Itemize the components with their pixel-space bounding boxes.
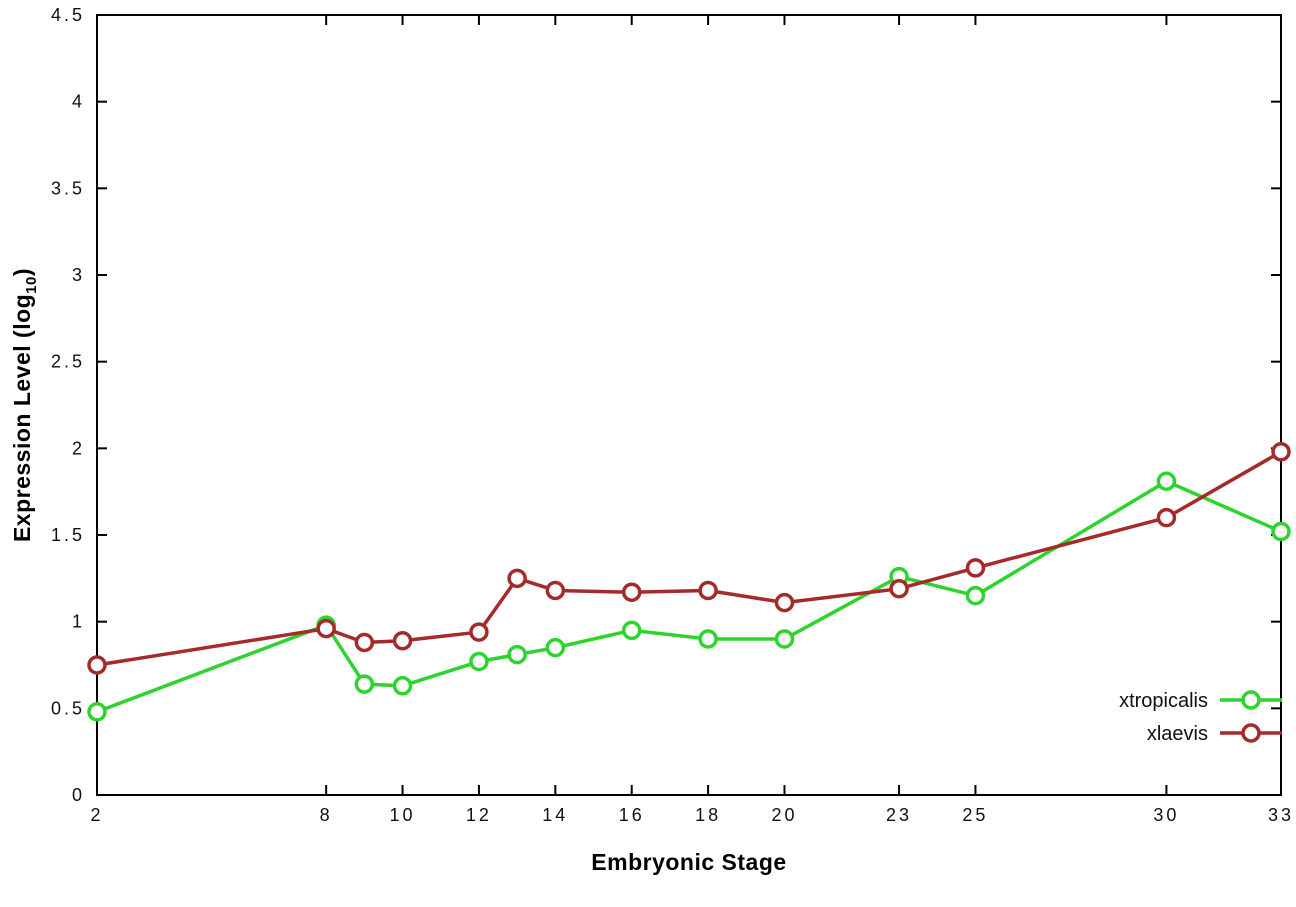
data-point xyxy=(545,580,566,601)
data-point xyxy=(354,674,375,694)
data-point xyxy=(1156,507,1177,528)
legend-marker xyxy=(1241,723,1261,743)
y-tick-label: 0 xyxy=(72,785,85,805)
legend: xtropicalis xlaevis xyxy=(1119,690,1282,745)
x-tick-label: 23 xyxy=(886,805,912,825)
data-point xyxy=(545,637,566,658)
y-axis-title: Expression Level (log10) xyxy=(9,268,40,542)
data-point xyxy=(774,592,795,613)
legend-item-xtropicalis: xtropicalis xyxy=(1119,690,1282,712)
data-point xyxy=(469,622,489,642)
x-tick-label: 8 xyxy=(320,805,333,825)
x-tick-label: 20 xyxy=(771,805,797,825)
y-axis-title-sub: 10 xyxy=(23,276,40,294)
data-point xyxy=(507,568,527,589)
y-tick-label: 2 xyxy=(72,438,85,458)
legend-label: xlaevis xyxy=(1147,723,1208,745)
y-tick-label: 2.5 xyxy=(51,352,85,372)
y-tick-label: 3 xyxy=(72,265,85,285)
legend-marker xyxy=(1241,690,1261,710)
x-tick-label: 18 xyxy=(695,805,721,825)
data-point xyxy=(392,676,413,696)
data-point xyxy=(698,580,718,601)
y-tick-label: 4 xyxy=(72,92,85,112)
data-point xyxy=(889,578,909,599)
data-point xyxy=(354,632,375,653)
data-point xyxy=(469,651,489,672)
y-tick-label: 0.5 xyxy=(51,698,85,718)
data-point xyxy=(1156,471,1177,492)
data-point xyxy=(965,558,986,578)
x-tick-label: 12 xyxy=(466,805,492,825)
data-point xyxy=(87,655,107,675)
data-point xyxy=(1271,442,1291,462)
series-line xyxy=(95,479,1283,714)
y-tick-label: 4.5 xyxy=(51,5,85,25)
x-tick-label: 10 xyxy=(390,805,416,825)
data-point xyxy=(774,629,795,649)
y-axis-title-main: Expression Level (log xyxy=(9,294,35,542)
data-series xyxy=(87,442,1291,722)
y-tick-label: 1 xyxy=(72,612,85,632)
x-tick-label: 33 xyxy=(1268,805,1294,825)
series-line xyxy=(95,450,1283,667)
data-point xyxy=(621,582,642,602)
x-tick-label: 30 xyxy=(1153,805,1179,825)
x-axis-title: Embryonic Stage xyxy=(591,849,786,875)
data-point xyxy=(1271,521,1291,542)
x-tick-label: 2 xyxy=(90,805,103,825)
data-point xyxy=(392,630,413,651)
series-xlaevis xyxy=(87,442,1291,675)
x-tick-label: 14 xyxy=(542,805,568,825)
data-point xyxy=(507,644,527,665)
data-point xyxy=(316,618,336,639)
series-xtropicalis xyxy=(87,471,1291,722)
plot-border xyxy=(96,14,1282,796)
y-axis-title-end: ) xyxy=(9,268,35,276)
axis-ticks: 2 8 10 12 14 16 18 20 23 25 30 33 0 0.5 1 1.5 2 2.5 3 3.5 4 4… xyxy=(51,5,1294,825)
data-point xyxy=(965,585,986,606)
data-point xyxy=(621,620,642,641)
x-tick-label: 16 xyxy=(619,805,645,825)
legend-item-xlaevis: xlaevis xyxy=(1147,723,1282,745)
data-point xyxy=(87,702,107,722)
legend-label: xtropicalis xyxy=(1119,690,1208,712)
y-tick-label: 1.5 xyxy=(51,525,85,545)
data-point xyxy=(698,629,718,649)
x-tick-label: 25 xyxy=(962,805,988,825)
y-tick-label: 3.5 xyxy=(51,178,85,198)
